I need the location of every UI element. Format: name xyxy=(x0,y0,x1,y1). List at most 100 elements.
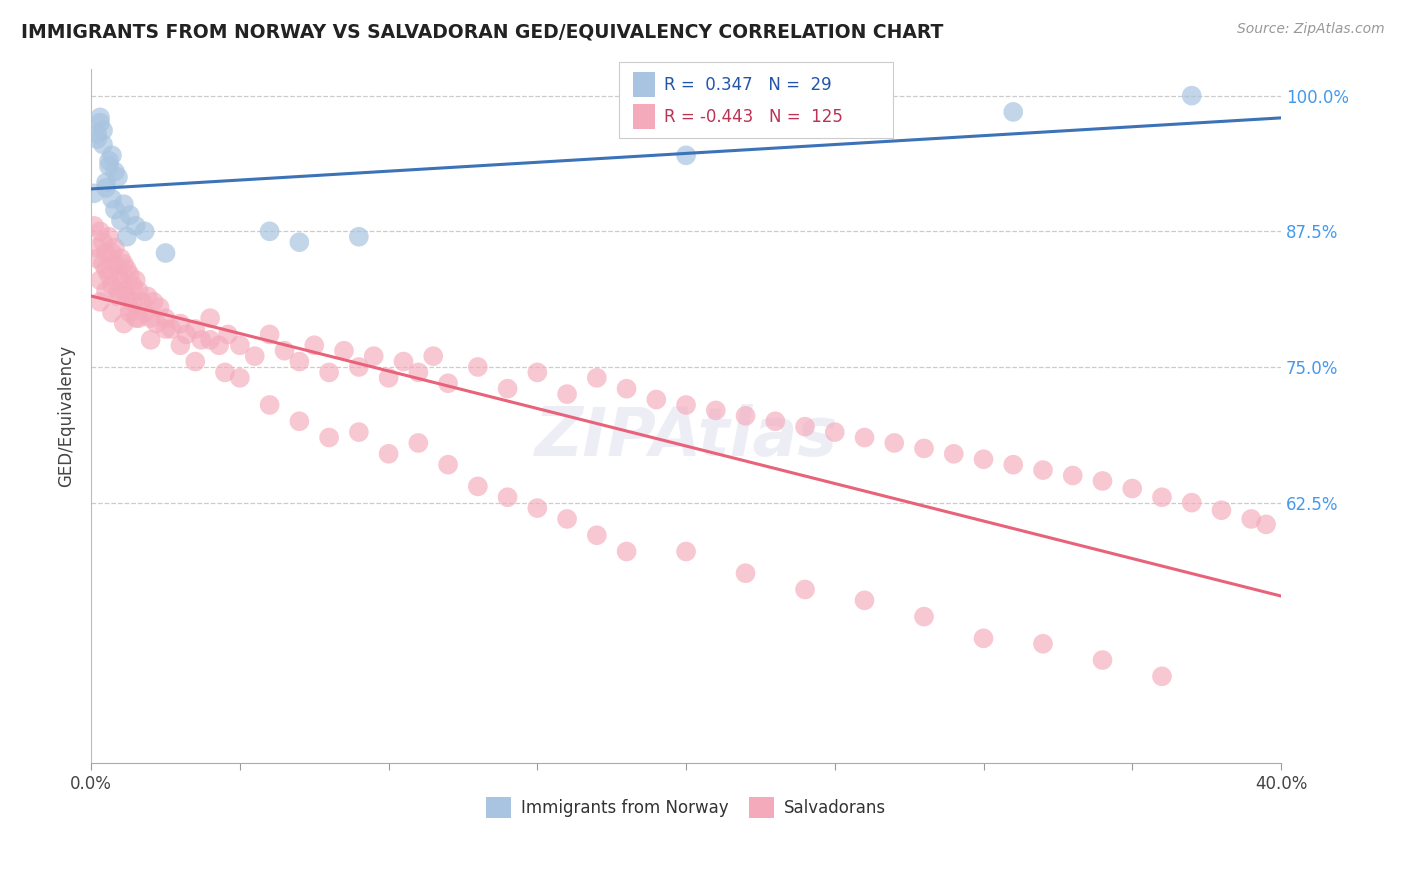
Point xyxy=(1121,482,1143,496)
Point xyxy=(118,268,141,282)
Point xyxy=(83,186,105,201)
Point xyxy=(107,289,129,303)
Point xyxy=(121,278,143,293)
Point xyxy=(94,181,117,195)
Point xyxy=(160,322,183,336)
Point xyxy=(1150,490,1173,504)
Point xyxy=(98,153,121,168)
Point xyxy=(763,414,786,428)
Point xyxy=(526,366,548,380)
Point xyxy=(437,376,460,391)
Point xyxy=(112,197,135,211)
Point xyxy=(115,289,138,303)
Point xyxy=(259,224,281,238)
Point xyxy=(675,544,697,558)
Point xyxy=(437,458,460,472)
Point xyxy=(101,278,124,293)
Point xyxy=(112,284,135,298)
Point xyxy=(148,300,170,314)
Point xyxy=(190,333,212,347)
Point xyxy=(496,490,519,504)
Point xyxy=(1181,88,1204,103)
Point xyxy=(184,322,207,336)
Point xyxy=(585,371,607,385)
Point xyxy=(131,294,153,309)
Point xyxy=(214,366,236,380)
Point xyxy=(83,219,105,233)
Point xyxy=(229,371,252,385)
Point xyxy=(89,294,111,309)
Point xyxy=(110,213,132,227)
Point xyxy=(883,436,905,450)
Point xyxy=(585,528,607,542)
Point xyxy=(555,387,578,401)
Point xyxy=(1032,463,1054,477)
Point xyxy=(408,366,430,380)
Point xyxy=(125,311,148,326)
Point xyxy=(1254,517,1277,532)
Point xyxy=(616,544,638,558)
Point xyxy=(128,311,150,326)
Point xyxy=(101,192,124,206)
Point xyxy=(392,354,415,368)
Point xyxy=(912,609,935,624)
Point xyxy=(243,349,266,363)
Point xyxy=(1091,653,1114,667)
Point xyxy=(98,268,121,282)
Point xyxy=(89,116,111,130)
Point xyxy=(973,452,995,467)
Point xyxy=(555,512,578,526)
Point xyxy=(91,257,114,271)
Point xyxy=(259,327,281,342)
Point xyxy=(142,294,165,309)
Point xyxy=(125,219,148,233)
Point xyxy=(91,123,114,137)
Point xyxy=(104,202,127,217)
Point xyxy=(347,425,370,439)
Point xyxy=(467,359,489,374)
Point xyxy=(1091,474,1114,488)
Point xyxy=(121,294,143,309)
Point xyxy=(1240,512,1263,526)
Point xyxy=(101,246,124,260)
Point xyxy=(198,333,221,347)
Legend: Immigrants from Norway, Salvadorans: Immigrants from Norway, Salvadorans xyxy=(479,790,893,824)
Text: ZIPAtlas: ZIPAtlas xyxy=(534,404,838,470)
Point xyxy=(101,148,124,162)
Point xyxy=(107,268,129,282)
Point xyxy=(139,333,162,347)
Point xyxy=(973,632,995,646)
Point xyxy=(1062,468,1084,483)
Point xyxy=(363,349,385,363)
Point xyxy=(467,479,489,493)
Point xyxy=(942,447,965,461)
Point xyxy=(128,284,150,298)
Text: R =  0.347   N =  29: R = 0.347 N = 29 xyxy=(664,76,831,95)
Point xyxy=(824,425,846,439)
Point xyxy=(104,257,127,271)
Text: R = -0.443   N =  125: R = -0.443 N = 125 xyxy=(664,108,842,126)
Point xyxy=(1150,669,1173,683)
Point xyxy=(184,354,207,368)
Point xyxy=(422,349,444,363)
Point xyxy=(91,137,114,152)
Point xyxy=(115,262,138,277)
Point xyxy=(98,229,121,244)
Point xyxy=(125,273,148,287)
Point xyxy=(288,414,311,428)
Point xyxy=(794,582,817,597)
Point xyxy=(136,289,159,303)
Point xyxy=(496,382,519,396)
Point xyxy=(318,366,340,380)
Point xyxy=(302,338,325,352)
Point xyxy=(734,409,756,423)
Point xyxy=(155,322,177,336)
Point xyxy=(318,431,340,445)
Point xyxy=(1002,458,1025,472)
Point xyxy=(98,159,121,173)
Point xyxy=(89,224,111,238)
Point xyxy=(333,343,356,358)
Point xyxy=(86,132,108,146)
Point xyxy=(645,392,668,407)
Point xyxy=(134,306,156,320)
